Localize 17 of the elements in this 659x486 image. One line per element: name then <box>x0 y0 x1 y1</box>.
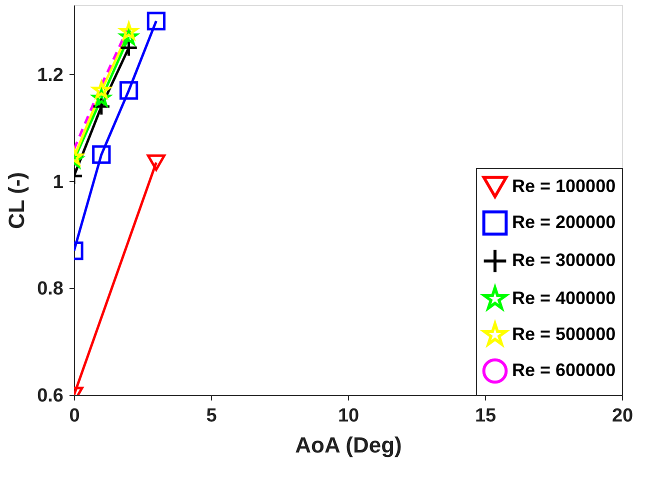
x-tick-label: 20 <box>612 406 634 426</box>
x-tick-label: 15 <box>474 406 496 426</box>
x-axis-title: AoA (Deg) <box>295 432 402 458</box>
legend-label: Re = 600000 <box>512 360 616 380</box>
legend-label: Re = 200000 <box>512 212 616 232</box>
legend-label: Re = 300000 <box>512 250 616 270</box>
x-tick-label: 0 <box>69 406 80 426</box>
y-axis-title: CL (-) <box>4 172 30 230</box>
legend-label: Re = 400000 <box>512 288 616 308</box>
x-tick-label: 5 <box>206 406 218 426</box>
y-tick-label: 0.6 <box>37 386 64 406</box>
y-tick-label: 0.8 <box>37 278 64 300</box>
y-tick-label: 1.2 <box>37 64 64 86</box>
x-tick-label: 10 <box>338 406 360 426</box>
legend-label: Re = 100000 <box>512 176 616 196</box>
legend-label: Re = 500000 <box>512 324 616 344</box>
y-tick-label: 1 <box>52 172 64 193</box>
